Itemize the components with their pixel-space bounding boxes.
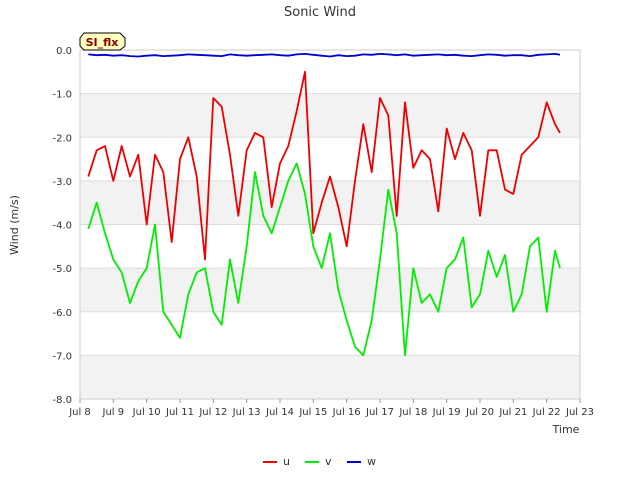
legend-label-u: u [283,455,290,468]
site-badge-label: SI_flx [86,36,119,49]
plot-background-bands [80,50,580,399]
y-axis-ticks: 0.0 -1.0 -2.0 -3.0 -4.0 -5.0 -6.0 -7.0 -8.0 [52,46,72,406]
x-tick-label: Jul 10 [132,407,161,418]
x-tick-label: Jul 8 [68,407,91,418]
plot-band [80,268,580,312]
y-tick-label: -7.0 [52,351,72,362]
y-tick-label: 0.0 [56,46,72,57]
x-axis-label: Time [552,423,580,436]
x-tick-label: Jul 16 [332,407,361,418]
x-tick-label: Jul 19 [432,407,461,418]
x-tick-label: Jul 14 [265,407,294,418]
x-tick-label: Jul 12 [198,407,227,418]
x-tick-label: Jul 13 [232,407,261,418]
x-tick-label: Jul 15 [298,407,327,418]
legend-label-w: w [367,455,376,468]
plot-band [80,180,580,225]
y-tick-label: -3.0 [52,177,72,188]
y-tick-label: -6.0 [52,308,72,319]
x-tick-label: Jul 18 [398,407,427,418]
y-axis-label: Wind (m/s) [8,195,21,255]
site-badge: SI_flx [79,32,126,51]
x-tick-label: Jul 11 [165,407,194,418]
series-layer [87,53,561,357]
site-badge-box [79,32,126,51]
x-tick-label: Jul 9 [102,407,125,418]
plot-band [80,93,580,138]
y-tick-label: -4.0 [52,221,72,232]
y-tick-label: -2.0 [52,133,72,144]
x-tick-label: Jul 20 [465,407,494,418]
x-tick-label: Jul 21 [498,407,527,418]
x-tick-label: Jul 17 [365,407,394,418]
series-line-v [87,162,561,357]
plot-band [80,224,580,269]
plot-frame [79,49,581,400]
x-tick-label: Jul 22 [532,407,561,418]
plot-band [80,355,580,399]
series-line-u [87,70,561,261]
legend: u v w [263,455,376,468]
y-tick-label: -1.0 [52,90,72,101]
x-tick-label: Jul 23 [565,407,594,418]
y-tick-label: -8.0 [52,395,72,406]
plot-band [80,311,580,356]
x-axis-ticks: Jul 8 Jul 9 Jul 10 Jul 11 Jul 12 Jul 13 Jul 14… [68,399,594,418]
chart-title: Sonic Wind [284,5,356,20]
legend-label-v: v [325,455,332,468]
series-line-w [88,53,561,58]
y-tick-label: -5.0 [52,264,72,275]
